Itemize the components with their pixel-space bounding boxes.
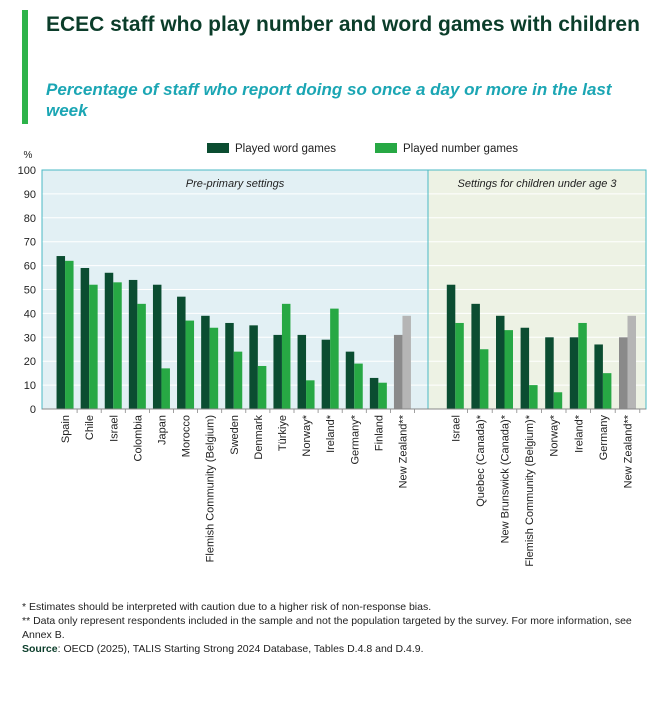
legend-label-played-number-games: Played number games	[403, 143, 518, 155]
bar-number-pre-primary-settings-germany	[354, 363, 363, 409]
y-tick-label-20: 20	[24, 356, 36, 368]
chart-subtitle: Percentage of staff who report doing so …	[46, 80, 612, 120]
x-tick-label-settings-for-children-under-age-3-flemish-community-belgium: Flemish Community (Belgium)*	[524, 414, 536, 566]
y-tick-label-0: 0	[30, 404, 36, 416]
bar-word-pre-primary-settings-denmark	[249, 325, 258, 409]
bar-number-settings-for-children-under-age-3-ireland	[578, 322, 587, 409]
bar-word-pre-primary-settings-germany	[345, 351, 355, 409]
bar-number-pre-primary-settings-ireland	[330, 308, 339, 409]
bar-word-pre-primary-settings-japan	[152, 284, 162, 409]
bar-word-pre-primary-settings-ireland	[321, 339, 331, 409]
panel-title-settings-for-children-under-age-3: Settings for children under age 3	[458, 178, 618, 190]
x-tick-label-pre-primary-settings-denmark: Denmark	[253, 415, 265, 460]
x-tick-label-pre-primary-settings-t-rkiye: Türkiye	[277, 415, 289, 451]
x-tick-label-pre-primary-settings-japan: Japan	[156, 415, 168, 445]
bar-word-pre-primary-settings-flemish-community-belgium	[201, 315, 210, 409]
bar-number-pre-primary-settings-morocco	[185, 320, 195, 409]
bar-word-settings-for-children-under-age-3-ireland	[569, 337, 579, 409]
y-tick-label-90: 90	[24, 189, 36, 201]
x-tick-label-pre-primary-settings-israel: Israel	[108, 415, 120, 442]
bar-number-pre-primary-settings-israel	[113, 282, 122, 409]
bar-number-settings-for-children-under-age-3-flemish-community-belgium	[529, 385, 538, 409]
bar-word-settings-for-children-under-age-3-germany	[594, 344, 603, 409]
x-tick-label-pre-primary-settings-morocco: Morocco	[181, 415, 193, 457]
bar-number-pre-primary-settings-t-rkiye	[281, 303, 291, 409]
bar-word-pre-primary-settings-norway	[297, 334, 307, 409]
bar-number-settings-for-children-under-age-3-new-brunswick-canada	[504, 330, 513, 409]
bar-word-pre-primary-settings-t-rkiye	[273, 334, 282, 409]
bar-number-pre-primary-settings-japan	[161, 368, 170, 409]
y-tick-label-40: 40	[24, 308, 36, 320]
x-tick-label-pre-primary-settings-chile: Chile	[84, 415, 96, 440]
x-tick-label-settings-for-children-under-age-3-quebec-canada: Quebec (Canada)*	[475, 414, 487, 506]
x-tick-label-pre-primary-settings-sweden: Sweden	[229, 415, 241, 455]
bar-number-pre-primary-settings-chile	[89, 284, 98, 409]
x-tick-label-pre-primary-settings-flemish-community-belgium: Flemish Community (Belgium)	[205, 415, 217, 562]
x-tick-label-pre-primary-settings-colombia: Colombia	[132, 414, 144, 461]
bar-word-pre-primary-settings-spain	[56, 256, 66, 409]
bar-word-pre-primary-settings-new-zealand	[393, 334, 403, 409]
bar-word-settings-for-children-under-age-3-new-zealand	[619, 337, 628, 409]
y-tick-label-60: 60	[24, 261, 36, 273]
bar-word-pre-primary-settings-morocco	[177, 296, 186, 409]
bar-number-settings-for-children-under-age-3-germany	[602, 373, 612, 409]
bar-number-pre-primary-settings-colombia	[137, 303, 146, 409]
bar-word-pre-primary-settings-colombia	[128, 279, 138, 409]
x-tick-label-settings-for-children-under-age-3-norway: Norway*	[549, 414, 561, 456]
legend-swatch-played-number-games	[375, 143, 397, 153]
bar-number-pre-primary-settings-flemish-community-belgium	[209, 327, 219, 409]
note-caution: * Estimates should be interpreted with c…	[22, 601, 432, 613]
bar-word-pre-primary-settings-israel	[104, 272, 114, 409]
x-tick-label-settings-for-children-under-age-3-ireland: Ireland*	[573, 414, 585, 453]
panel-title-pre-primary-settings: Pre-primary settings	[186, 178, 285, 190]
y-tick-label-80: 80	[24, 213, 36, 225]
title-accent-bar	[22, 10, 28, 124]
y-tick-label-70: 70	[24, 237, 36, 249]
bar-chart: 0 10 20 30 40 50 60 70 80 90 100% Played word games…	[18, 143, 647, 567]
x-tick-label-pre-primary-settings-spain: Spain	[60, 415, 72, 443]
note-sample: ** Data only represent respondents inclu…	[22, 615, 632, 641]
bar-number-settings-for-children-under-age-3-israel	[455, 322, 464, 409]
x-tick-label-pre-primary-settings-ireland: Ireland*	[325, 414, 337, 453]
legend-label-played-word-games: Played word games	[235, 143, 336, 155]
bar-number-pre-primary-settings-new-zealand	[402, 315, 411, 409]
bar-number-settings-for-children-under-age-3-new-zealand	[627, 315, 636, 409]
x-tick-label-settings-for-children-under-age-3-germany: Germany	[598, 415, 610, 461]
bar-number-settings-for-children-under-age-3-norway	[553, 392, 563, 409]
bar-number-pre-primary-settings-sweden	[233, 351, 243, 409]
chart-notes: * Estimates should be interpreted with c…	[22, 600, 642, 656]
bar-word-pre-primary-settings-sweden	[225, 322, 234, 409]
legend-swatch-played-word-games	[207, 143, 229, 153]
bar-word-settings-for-children-under-age-3-new-brunswick-canada	[496, 315, 505, 409]
y-tick-label-100: 100	[18, 165, 36, 177]
bar-number-pre-primary-settings-denmark	[257, 365, 267, 409]
bar-word-settings-for-children-under-age-3-quebec-canada	[471, 303, 480, 409]
bar-word-settings-for-children-under-age-3-flemish-community-belgium	[520, 327, 530, 409]
x-tick-label-settings-for-children-under-age-3-new-zealand: New Zealand**	[623, 414, 635, 488]
source-line: Source: OECD (2025), TALIS Starting Stro…	[22, 642, 642, 656]
bar-number-settings-for-children-under-age-3-quebec-canada	[479, 349, 489, 409]
y-tick-label-30: 30	[24, 332, 36, 344]
bar-number-pre-primary-settings-finland	[378, 382, 387, 409]
x-tick-label-pre-primary-settings-norway: Norway*	[301, 414, 313, 456]
bar-number-pre-primary-settings-norway	[306, 380, 315, 409]
x-tick-label-pre-primary-settings-germany: Germany*	[349, 414, 361, 464]
bar-number-pre-primary-settings-spain	[65, 260, 74, 409]
y-tick-label-50: 50	[24, 285, 36, 297]
x-tick-label-settings-for-children-under-age-3-new-brunswick-canada: New Brunswick (Canada)*	[500, 414, 512, 543]
source-label: Source	[22, 643, 58, 655]
bar-word-settings-for-children-under-age-3-israel	[446, 284, 456, 409]
x-tick-label-pre-primary-settings-new-zealand: New Zealand**	[397, 414, 409, 488]
x-tick-label-pre-primary-settings-finland: Finland	[373, 415, 385, 451]
bar-word-pre-primary-settings-finland	[369, 377, 379, 409]
y-axis-unit-label: %	[24, 150, 33, 161]
bar-word-settings-for-children-under-age-3-norway	[545, 337, 554, 409]
chart-title: ECEC staff who play number and word game…	[46, 13, 640, 36]
source-text: : OECD (2025), TALIS Starting Strong 202…	[57, 643, 424, 655]
bar-word-pre-primary-settings-chile	[80, 267, 90, 409]
y-tick-label-10: 10	[24, 380, 36, 392]
x-tick-label-settings-for-children-under-age-3-israel: Israel	[450, 415, 462, 442]
